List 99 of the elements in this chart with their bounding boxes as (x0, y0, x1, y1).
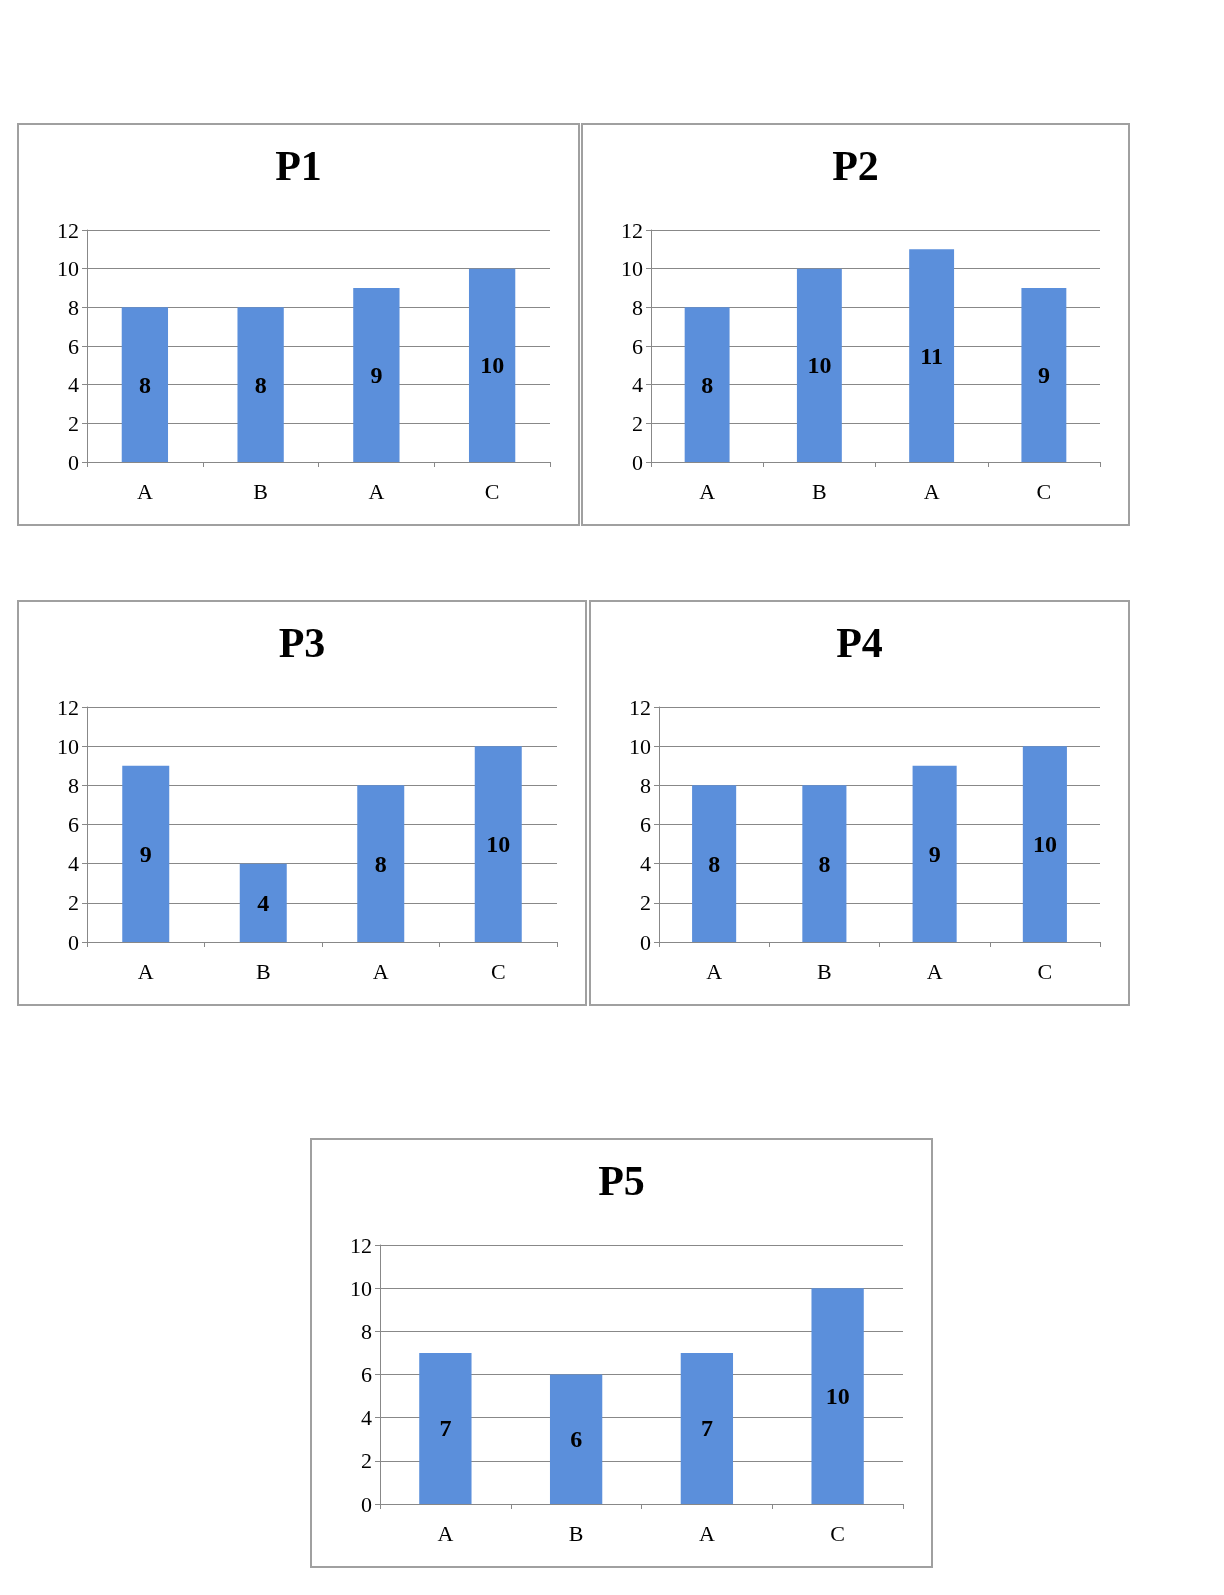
y-tick-label: 12 (350, 1232, 372, 1258)
data-label: 9 (928, 840, 941, 867)
y-tick-label: 8 (632, 294, 643, 320)
x-tick-label: A (926, 958, 943, 984)
y-tick-label: 0 (632, 449, 643, 475)
data-label: 10 (486, 831, 511, 858)
y-tick-label: 4 (632, 372, 643, 398)
y-tick-label: 6 (632, 333, 643, 359)
y-tick-label: 10 (350, 1275, 372, 1301)
y-tick-label: 0 (361, 1491, 372, 1517)
y-tick-label: 2 (632, 410, 643, 436)
x-tick-label: A (372, 958, 389, 984)
y-tick-label: 8 (361, 1318, 372, 1344)
y-tick-label: 4 (68, 372, 79, 398)
chart-title: P2 (832, 143, 879, 189)
y-tick-label: 6 (68, 812, 79, 837)
bar (802, 785, 847, 942)
data-label: 8 (701, 371, 714, 398)
bar (239, 863, 287, 942)
x-tick-label: B (253, 478, 268, 504)
data-label: 8 (254, 371, 267, 398)
data-label: 9 (370, 362, 383, 388)
x-tick-label: B (817, 958, 832, 984)
bar (474, 746, 522, 942)
data-label: 7 (439, 1415, 452, 1442)
y-tick-label: 4 (361, 1405, 372, 1431)
y-tick-label: 2 (640, 890, 651, 916)
x-tick-label: A (368, 478, 385, 504)
x-tick-label: A (137, 958, 154, 984)
x-tick-label: B (568, 1520, 584, 1546)
bar (912, 765, 957, 942)
data-label: 9 (1037, 362, 1050, 388)
bar (468, 268, 516, 462)
data-label: 10 (825, 1383, 850, 1410)
data-label: 4 (257, 889, 270, 916)
y-tick-label: 8 (640, 772, 651, 798)
x-tick-label: C (1036, 478, 1052, 504)
y-tick-label: 0 (68, 449, 79, 475)
y-tick-label: 2 (361, 1448, 372, 1474)
bar (1021, 288, 1067, 462)
bar (353, 288, 400, 462)
chart-title: P1 (275, 143, 322, 189)
data-label: 10 (1032, 831, 1057, 858)
x-tick-label: A (923, 478, 940, 504)
y-tick-label: 10 (57, 733, 79, 759)
bar (1022, 746, 1067, 942)
y-tick-label: 2 (68, 410, 79, 436)
y-tick-label: 6 (640, 812, 651, 837)
x-tick-label: B (812, 478, 827, 504)
data-label: 8 (708, 850, 721, 877)
y-tick-label: 8 (68, 772, 79, 798)
y-tick-label: 8 (68, 294, 79, 320)
bar (684, 307, 730, 462)
y-tick-label: 4 (68, 851, 79, 877)
data-label: 8 (818, 850, 831, 877)
x-tick-label: C (484, 478, 500, 504)
y-tick-label: 12 (629, 694, 651, 720)
bar (811, 1288, 864, 1504)
x-tick-label: C (830, 1520, 845, 1546)
bar (237, 307, 284, 462)
x-tick-label: A (136, 478, 153, 504)
bar (692, 785, 737, 942)
bar (549, 1374, 603, 1504)
y-tick-label: 0 (640, 929, 651, 955)
bar (680, 1352, 734, 1504)
bar (357, 785, 405, 942)
x-tick-label: C (490, 958, 506, 984)
y-tick-label: 10 (629, 733, 651, 759)
chart-title: P3 (278, 620, 326, 666)
data-label: 11 (920, 342, 943, 369)
bar (121, 307, 169, 462)
x-tick-label: A (698, 1520, 715, 1546)
x-tick-label: A (706, 958, 723, 984)
data-label: 7 (700, 1415, 713, 1442)
x-tick-label: A (699, 478, 716, 504)
data-label: 9 (139, 840, 152, 867)
y-tick-label: 4 (640, 851, 651, 877)
x-tick-label: B (255, 958, 271, 984)
y-tick-label: 0 (68, 929, 79, 955)
y-tick-label: 12 (57, 217, 79, 243)
bar (122, 765, 170, 942)
y-tick-label: 10 (621, 256, 643, 282)
y-tick-label: 12 (621, 217, 643, 243)
y-tick-label: 6 (361, 1362, 372, 1387)
data-label: 10 (480, 352, 505, 379)
y-tick-label: 2 (68, 890, 79, 916)
data-label: 6 (570, 1426, 583, 1453)
y-tick-label: 10 (57, 256, 79, 282)
bar (419, 1352, 472, 1504)
data-label: 10 (807, 352, 832, 379)
data-label: 8 (138, 371, 151, 398)
x-tick-label: C (1037, 958, 1053, 984)
bar (796, 268, 842, 462)
chart-title: P4 (836, 620, 883, 666)
y-tick-label: 12 (57, 694, 79, 720)
chart-title: P5 (598, 1158, 645, 1204)
x-tick-label: A (437, 1520, 454, 1546)
y-tick-label: 6 (68, 333, 79, 359)
bar (909, 249, 955, 462)
